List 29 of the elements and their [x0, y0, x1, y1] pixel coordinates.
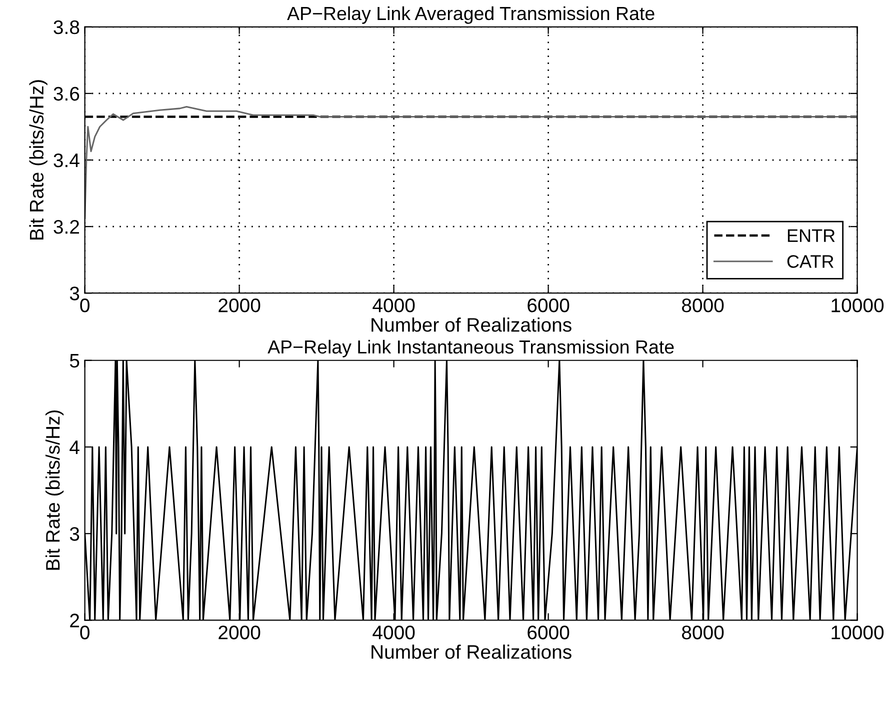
y-tick-label: 3.4: [54, 153, 80, 168]
y-tick-label: 3.6: [54, 86, 80, 101]
x-tick-label: 10000: [832, 298, 884, 312]
x-tick-label: 0: [80, 298, 90, 312]
y-tick-label: 4: [70, 440, 80, 454]
x-tick-label: 10000: [832, 626, 884, 640]
x-tick-label: 0: [80, 626, 90, 640]
y-axis-title: Bit Rate (bits/s/Hz): [29, 80, 48, 240]
x-tick-label: 6000: [528, 626, 570, 640]
x-tick-label: 6000: [528, 298, 570, 312]
x-tick-label: 4000: [372, 298, 415, 312]
x-tick-label: 8000: [682, 626, 724, 640]
x-tick-label: 8000: [682, 298, 724, 312]
chart-title: AP−Relay Link Averaged Transmission Rate: [287, 6, 654, 24]
x-axis-title: Number of Realizations: [372, 644, 572, 659]
y-tick-label: 3: [70, 286, 80, 300]
y-tick-label: 3: [70, 527, 80, 541]
y-axis-title: Bit Rate (bits/s/Hz): [45, 410, 64, 570]
x-tick-label: 4000: [372, 626, 415, 640]
y-tick-label: 5: [70, 354, 80, 368]
y-tick-label: 2: [70, 614, 79, 628]
x-tick-label: 2000: [218, 626, 260, 640]
x-axis-title: Number of Realizations: [372, 317, 572, 332]
legend-label: CATR: [787, 255, 834, 268]
chart-title: AP−Relay Link Instantaneous Transmission Rate: [268, 340, 674, 358]
y-tick-label: 3.2: [54, 220, 79, 234]
y-tick-label: 3.8: [54, 20, 80, 34]
x-tick-label: 2000: [218, 298, 260, 312]
legend-label: ENTR: [788, 229, 835, 242]
